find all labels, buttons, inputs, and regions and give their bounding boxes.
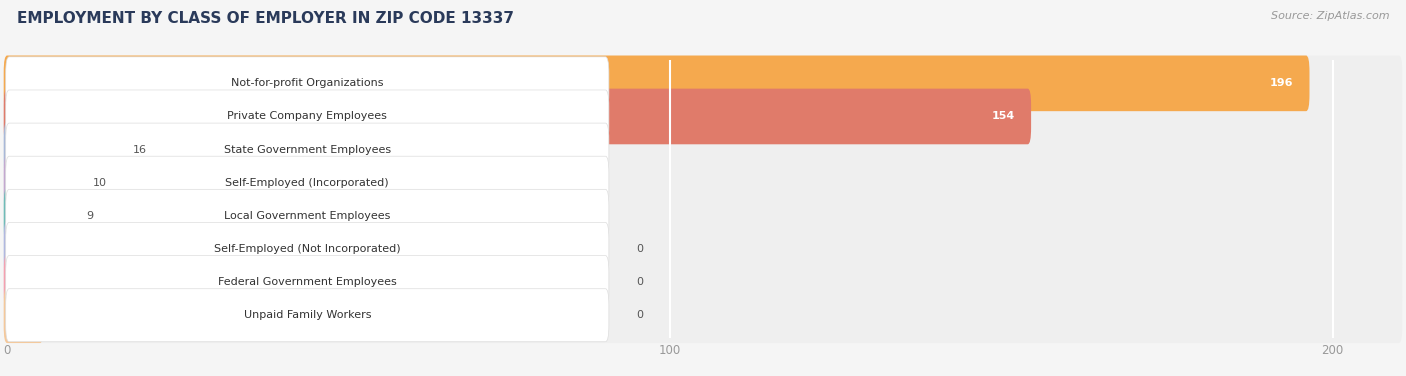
Text: 0: 0 — [637, 310, 644, 320]
FancyBboxPatch shape — [4, 254, 44, 310]
Text: 16: 16 — [134, 145, 148, 155]
FancyBboxPatch shape — [4, 188, 1402, 244]
FancyBboxPatch shape — [6, 57, 609, 110]
Text: Local Government Employees: Local Government Employees — [224, 211, 391, 221]
Text: Federal Government Employees: Federal Government Employees — [218, 277, 396, 287]
FancyBboxPatch shape — [4, 221, 1402, 277]
FancyBboxPatch shape — [4, 56, 1402, 111]
FancyBboxPatch shape — [4, 188, 70, 244]
Text: Unpaid Family Workers: Unpaid Family Workers — [243, 310, 371, 320]
Text: State Government Employees: State Government Employees — [224, 145, 391, 155]
Text: Self-Employed (Incorporated): Self-Employed (Incorporated) — [225, 178, 389, 188]
Text: Source: ZipAtlas.com: Source: ZipAtlas.com — [1271, 11, 1389, 21]
FancyBboxPatch shape — [4, 155, 1402, 211]
FancyBboxPatch shape — [4, 122, 117, 177]
Text: 9: 9 — [87, 211, 94, 221]
FancyBboxPatch shape — [4, 155, 77, 211]
FancyBboxPatch shape — [4, 287, 44, 343]
FancyBboxPatch shape — [4, 89, 1031, 144]
FancyBboxPatch shape — [4, 89, 1402, 144]
Text: Private Company Employees: Private Company Employees — [228, 111, 387, 121]
FancyBboxPatch shape — [4, 56, 1309, 111]
Text: EMPLOYMENT BY CLASS OF EMPLOYER IN ZIP CODE 13337: EMPLOYMENT BY CLASS OF EMPLOYER IN ZIP C… — [17, 11, 513, 26]
Text: Self-Employed (Not Incorporated): Self-Employed (Not Incorporated) — [214, 244, 401, 254]
FancyBboxPatch shape — [6, 123, 609, 176]
FancyBboxPatch shape — [6, 190, 609, 243]
FancyBboxPatch shape — [4, 287, 1402, 343]
Text: 154: 154 — [991, 111, 1015, 121]
FancyBboxPatch shape — [6, 223, 609, 276]
Text: Not-for-profit Organizations: Not-for-profit Organizations — [231, 78, 384, 88]
Text: 196: 196 — [1270, 78, 1294, 88]
FancyBboxPatch shape — [4, 254, 1402, 310]
Text: 0: 0 — [637, 277, 644, 287]
Text: 10: 10 — [93, 178, 107, 188]
FancyBboxPatch shape — [6, 289, 609, 342]
FancyBboxPatch shape — [4, 122, 1402, 177]
FancyBboxPatch shape — [6, 156, 609, 209]
FancyBboxPatch shape — [6, 90, 609, 143]
FancyBboxPatch shape — [6, 256, 609, 309]
FancyBboxPatch shape — [4, 221, 44, 277]
Text: 0: 0 — [637, 244, 644, 254]
